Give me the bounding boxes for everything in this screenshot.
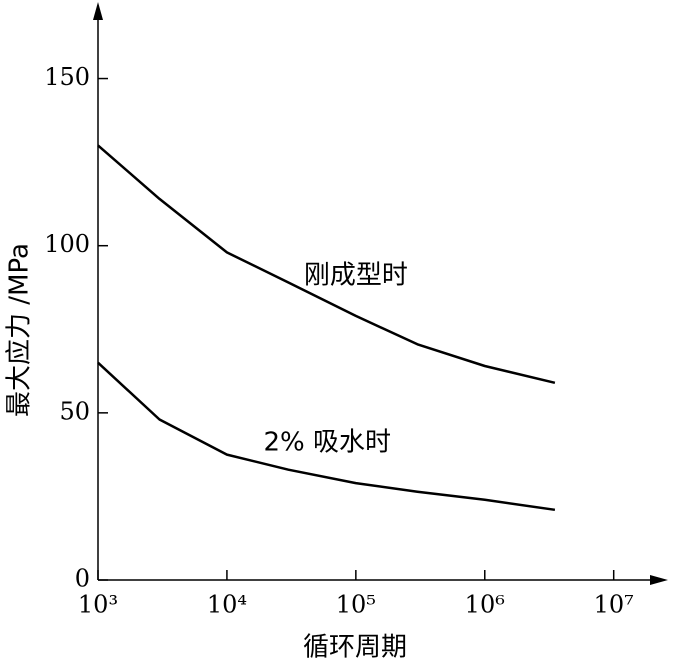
annotation: 2% 吸水时 xyxy=(263,427,391,457)
x-tick-label: 10⁴ xyxy=(207,591,247,619)
curve xyxy=(97,144,556,385)
y-tick-label: 150 xyxy=(44,63,90,91)
y-axis-arrow xyxy=(93,2,103,20)
x-axis-arrow xyxy=(650,575,668,585)
x-tick-label: 10⁵ xyxy=(336,591,376,619)
y-tick-label: 50 xyxy=(59,397,90,425)
x-tick-label: 10⁶ xyxy=(465,591,505,619)
x-tick-label: 10⁷ xyxy=(594,591,634,619)
x-axis-label: 循环周期 xyxy=(303,633,407,663)
y-tick-label: 100 xyxy=(44,230,90,258)
y-axis-label: 最大应力 /MPa xyxy=(5,243,35,417)
y-tick-label: 0 xyxy=(75,565,90,593)
x-tick-label: 10³ xyxy=(78,591,118,619)
annotation: 刚成型时 xyxy=(304,260,408,290)
curve xyxy=(97,361,556,512)
axes xyxy=(97,8,662,581)
